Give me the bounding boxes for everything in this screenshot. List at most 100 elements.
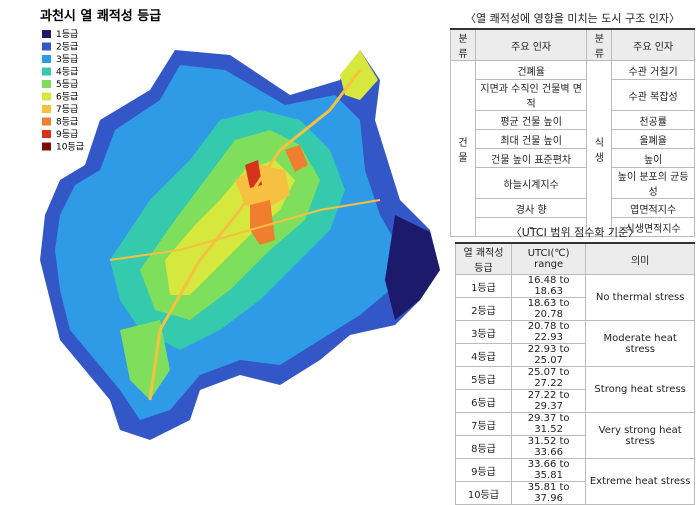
legend-swatch: [42, 67, 51, 76]
factor-cell: 엽면적지수: [611, 198, 695, 218]
legend-label: 7등급: [56, 104, 78, 115]
zone: [285, 145, 308, 172]
factor-cell: 높이: [611, 148, 695, 168]
grade-cell: 8등급: [455, 435, 512, 459]
meaning-cell: Strong heat stress: [585, 366, 695, 413]
map-title: 과천시 열 쾌적성 등급: [40, 8, 161, 24]
table-title: 〈열 쾌적성에 영향을 미치는 도시 구조 인자〉: [464, 12, 681, 25]
row: 1등급 16.48 to 18.63 No thermal stress: [455, 274, 695, 321]
row: 건물 높이 표준편차 높이: [451, 148, 695, 168]
map-area: [40, 50, 440, 440]
factor-cell: 수관 복잡성: [611, 79, 695, 111]
legend-label: 4등급: [56, 67, 78, 78]
zone: [340, 50, 378, 100]
row: 3등급 20.78 to 22.93 Moderate heat stress: [455, 320, 695, 367]
factor-cell: 지면과 수직인 건물벽 면적: [474, 79, 588, 111]
range-cell: 22.93 to 25.07: [510, 343, 587, 367]
legend-label: 9등급: [56, 129, 78, 140]
legend-label: 10등급: [56, 142, 84, 153]
grade-cell: 3등급: [455, 320, 512, 344]
range-cell: 25.07 to 27.22: [510, 366, 587, 390]
legend-swatch: [42, 42, 51, 51]
factor-cell: 최대 건물 높이: [474, 129, 588, 149]
legend-swatch: [42, 117, 51, 126]
meaning-cell: Very strong heat stress: [585, 412, 695, 459]
grade-cell: 7등급: [455, 412, 512, 436]
legend-label: 6등급: [56, 92, 78, 103]
range-cell: 16.48 to 18.63: [510, 274, 587, 298]
range-cell: 35.81 to 37.96: [510, 481, 587, 505]
grade-cell: 10등급: [455, 481, 512, 505]
factor-cell: 높이 분포의 균등성: [611, 167, 695, 199]
header-cell: 주요 인자: [611, 28, 695, 61]
factor-cell: 경사 향: [474, 198, 588, 218]
grade-cell: 2등급: [455, 297, 512, 321]
legend-label: 3등급: [56, 54, 78, 65]
factor-cell: –: [474, 217, 588, 237]
table-title: 〈UTCI 범위 점수화 기준〉: [510, 226, 640, 239]
legend-label: 1등급: [56, 29, 78, 40]
grade-cell: 9등급: [455, 458, 512, 482]
factor-cell: 수관 거칠기: [611, 60, 695, 80]
meaning-cell: Moderate heat stress: [585, 320, 695, 367]
row: 6등급 27.22 to 29.37: [455, 389, 695, 413]
legend-swatch: [42, 55, 51, 63]
grade-cell: 1등급: [455, 274, 512, 298]
range-cell: 33.66 to 35.81: [510, 458, 587, 482]
header-cell: UTCI(℃) range: [510, 242, 587, 275]
factor-cell: 울폐율: [611, 129, 695, 149]
legend-swatch: [42, 30, 51, 38]
header-cell: 분류: [586, 28, 613, 61]
grade-cell: 5등급: [455, 366, 512, 390]
row: 경사 향 엽면적지수: [451, 198, 695, 218]
category-cell: 식생: [586, 60, 613, 237]
road: [148, 69, 362, 401]
factor-cell: 하늘시계지수: [474, 167, 588, 199]
factor-cell: 건물 높이 표준편차: [474, 148, 588, 168]
row: 7등급 29.37 to 31.52 Very strong heat stress: [455, 412, 695, 459]
row: 하늘시계지수 높이 분포의 균등성: [451, 167, 695, 199]
utci-table: 열 쾌적성등급 UTCI(℃) range 의미 1등급 16.48 to 18.63 N…: [455, 242, 695, 505]
road: [109, 199, 381, 261]
factor-cell: 식생면적지수: [611, 217, 695, 237]
legend-label: 2등급: [56, 42, 78, 53]
range-cell: 20.78 to 22.93: [510, 320, 587, 344]
legend-swatch: [42, 80, 51, 88]
header-cell: 의미: [585, 242, 695, 275]
legend-swatch: [42, 142, 51, 151]
row: 5등급 25.07 to 27.22 Strong heat stress: [455, 366, 695, 413]
factor-cell: 건폐율: [474, 60, 588, 80]
zone: [250, 200, 275, 245]
zone: [385, 215, 440, 320]
factor-table: 분류 주요 인자 분류 주요 인자 건물 건폐율 식생 수관 거칠기 지면과 수직인 건물벽 면…: [450, 28, 695, 237]
range-cell: 31.52 to 33.66: [510, 435, 587, 459]
header-cell: 분류: [450, 28, 476, 61]
header-cell: 열 쾌적성등급: [455, 242, 512, 275]
page: 과천시 열 쾌적성 등급 1등급 2등급 3등급 4등급 5등급 6등급 7등급 8등급 9등급…: [40, 8, 695, 505]
legend-swatch: [42, 92, 51, 101]
grade-cell: 4등급: [455, 343, 512, 367]
row: 최대 건물 높이 울폐율: [451, 129, 695, 149]
factor-cell: 평균 건물 높이: [474, 110, 588, 130]
meaning-cell: No thermal stress: [585, 274, 695, 321]
row: 건물 건폐율 식생 수관 거칠기: [450, 60, 695, 237]
header-cell: 주요 인자: [474, 28, 588, 61]
header-row: 열 쾌적성등급 UTCI(℃) range 의미: [455, 242, 695, 275]
range-cell: 27.22 to 29.37: [510, 389, 587, 413]
legend-label: 8등급: [56, 117, 78, 128]
grade-cell: 6등급: [455, 389, 512, 413]
header-row: 분류 주요 인자 분류 주요 인자: [450, 28, 695, 61]
row: 4등급 22.93 to 25.07: [455, 343, 695, 367]
range-cell: 29.37 to 31.52: [510, 412, 587, 436]
range-cell: 18.63 to 20.78: [510, 297, 587, 321]
row: 2등급 18.63 to 20.78: [455, 297, 695, 321]
row: – 식생면적지수: [451, 217, 695, 237]
category-cell: 건물: [450, 60, 476, 237]
legend-label: 5등급: [56, 79, 78, 90]
row: 평균 건물 높이 천공률: [451, 110, 695, 130]
legend-swatch: [42, 130, 51, 138]
meaning-cell: Extreme heat stress: [585, 458, 695, 505]
row: 지면과 수직인 건물벽 면적 수관 복잡성: [451, 79, 695, 111]
